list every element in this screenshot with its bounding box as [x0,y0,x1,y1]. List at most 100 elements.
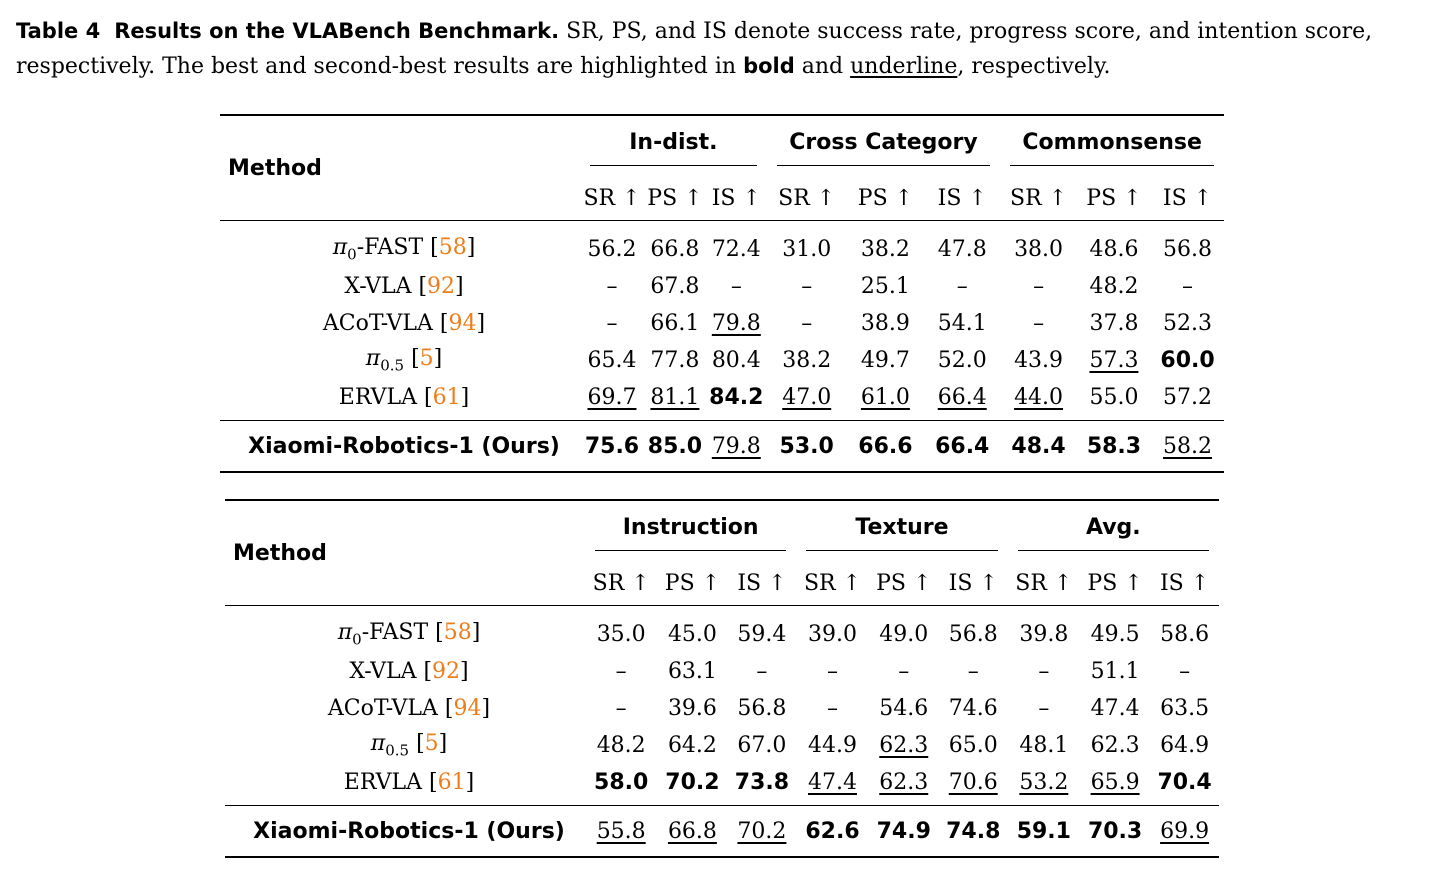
table-cell: – [1000,268,1077,305]
cite-bracket: ] [460,385,470,410]
table-cell: 63.1 [657,653,727,690]
metric-header: PS ↑ [876,570,932,596]
cite-bracket: ] [460,659,469,684]
table-cell: 52.0 [924,342,1000,379]
table-cell: 44.0 [1000,379,1077,421]
citation-link[interactable]: 58 [443,620,472,646]
table-row: ERVLA [61] 58.0 70.2 73.8 47.4 62.3 70.6 53.2 65… [225,764,1219,806]
table-cell: – [580,305,644,342]
cell-value: 67.0 [737,733,787,758]
caption-bold-word: bold [743,54,795,78]
table-cell: – [1008,653,1080,690]
citation-link[interactable]: 5 [424,731,439,757]
table-cell: 38.2 [846,220,925,268]
table-cell: 79.8 [705,420,767,473]
table-cell: 65.9 [1080,764,1150,806]
citation-link[interactable]: 61 [437,770,466,795]
cell-value: 49.0 [879,622,929,647]
table-cell: 38.9 [847,305,925,342]
table-cell: 69.7 [580,379,644,421]
method-name: π0.5 [5] [220,342,580,379]
method-label [409,731,416,756]
method-header: Method [225,499,585,606]
table-cell: 48.1 [1008,727,1080,764]
table-cell: 51.1 [1080,653,1150,690]
cell-value: 75.6 [584,433,640,459]
method-label: ERVLA [338,385,425,410]
cell-value: 56.8 [1163,237,1213,262]
cell-value: 65.0 [948,733,998,758]
cell-value: 70.2 [737,818,787,844]
cite-bracket: [ [423,659,433,684]
metric-header: SR ↑ [803,570,862,596]
citation-link[interactable]: 61 [432,385,461,410]
table-cell: 63.5 [1150,690,1219,727]
cell-value: 49.5 [1090,622,1140,647]
table-cell: 65.4 [580,342,644,379]
cell-value: 45.0 [667,622,717,647]
citation-link[interactable]: 58 [438,235,467,261]
table-row: π0-FAST [58] 56.2 66.8 72.4 31.0 38.2 47.8 38.0… [220,220,1224,268]
table-cell: – [1008,690,1080,727]
table-cell: 44.9 [796,727,868,764]
method-label: ACoT-VLA [327,696,445,721]
table-cell: – [1000,305,1077,342]
table-row: X-VLA [92] – 63.1 – – – – – 51.1 – [225,653,1219,690]
metric-header: PS ↑ [857,185,914,211]
table-cell: 25.1 [847,268,925,305]
table-row: π0.5 [5] 65.4 77.8 80.4 38.2 49.7 52.0 43.9 57.3… [220,342,1224,379]
cell-value: 81.1 [650,385,700,410]
table-cell: 66.8 [657,805,728,858]
table-cell: 81.1 [644,379,706,421]
citation-link[interactable]: 92 [427,274,456,299]
table-cell: 70.3 [1080,805,1151,858]
citation-link[interactable]: 94 [453,696,482,721]
cell-value: – [730,274,742,299]
table-cell: 57.3 [1077,342,1151,379]
pi-symbol: π [337,620,353,646]
table-cell: 58.0 [585,764,657,806]
cell-value: 58.0 [594,770,649,795]
table-cell: 31.0 [766,220,847,268]
metric-header: IS ↑ [948,570,998,596]
cell-value: – [615,659,627,684]
caption-text-2: and [794,54,851,79]
caption-label: Table 4 [16,19,101,43]
table-cell: 70.2 [727,805,797,858]
cell-value: 74.6 [948,696,998,721]
cell-value: 84.2 [709,385,764,410]
table-cell: 80.4 [706,342,767,379]
cite-bracket: [ [439,311,449,336]
cell-value: 52.3 [1163,311,1213,336]
group-header-label: Instruction [595,515,787,551]
table-cell: 48.6 [1076,220,1152,268]
cell-value: 67.8 [650,274,700,299]
cell-value: 49.7 [860,348,910,373]
table-cell: 48.4 [1000,420,1077,473]
cell-value: 47.0 [782,385,832,410]
cell-value: 66.8 [650,237,700,262]
table-row: π0.5 [5] 48.2 64.2 67.0 44.9 62.3 65.0 48.1 62.3… [225,727,1219,764]
citation-link[interactable]: 5 [419,346,434,372]
cell-value: 47.8 [937,237,987,262]
cell-value: 79.8 [711,311,761,336]
table-cell: – [580,268,644,305]
table-cell: 38.2 [767,342,847,379]
table-cell: 62.3 [1080,727,1150,764]
table-cell: 66.4 [924,420,1001,473]
citation-link[interactable]: 94 [448,311,477,336]
cell-value: – [1182,274,1194,299]
citation-link[interactable]: 92 [432,659,461,684]
cell-value: 43.9 [1014,348,1064,373]
cell-value: 38.9 [860,311,910,336]
method-label: X-VLA [344,274,419,299]
cell-value: 51.1 [1090,659,1140,684]
table-cell: 64.9 [1150,727,1219,764]
metric-header: IS ↑ [1159,570,1210,596]
table-cell: – [869,653,939,690]
cell-value: 54.6 [879,696,929,721]
group-header-label: Commonsense [1010,130,1214,166]
table-cell: 66.6 [846,420,925,473]
caption-text-1: SR, PS, and IS denote success rate, prog… [16,19,1373,79]
cell-value: – [967,659,979,684]
